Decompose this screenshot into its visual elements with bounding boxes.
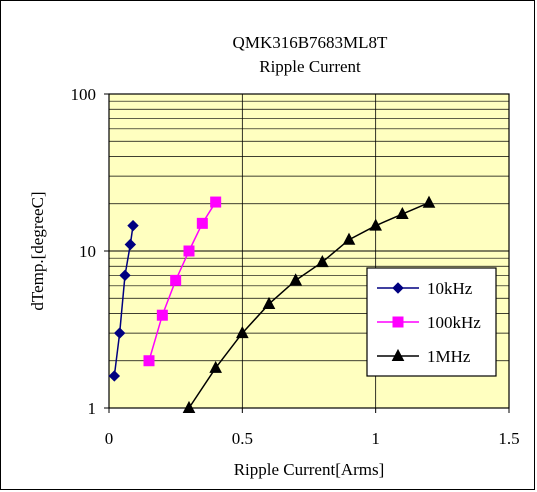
data-point-1mhz [209,360,222,373]
data-point-10khz [127,219,139,232]
legend-label-10khz: 10kHz [427,279,473,298]
legend-marker-100khz [392,316,404,328]
axis-ticks: 0 0.5 1 1.5 1 10 100 [71,85,520,448]
x-tick-label: 1.5 [498,429,519,448]
chart-title: QMK316B7683ML8T [233,33,389,52]
data-point-1mhz [316,255,329,268]
series-100khz [143,196,222,367]
data-point-100khz [210,196,222,208]
series-line-1mhz [188,202,430,409]
legend-marker-10khz [392,282,404,294]
y-tick-label: 1 [88,399,97,418]
y-tick-label: 10 [79,242,96,261]
data-point-1mhz [182,400,196,413]
series-10khz [108,219,139,382]
data-point-10khz [124,238,137,251]
series-1mhz [182,195,436,413]
data-point-100khz [196,217,208,229]
data-point-1mhz [422,195,436,208]
legend-label-1mhz: 1MHz [427,347,471,366]
x-tick-label: 1 [371,429,380,448]
legend-marker-1mhz [391,348,405,361]
data-point-100khz [183,245,195,257]
data-point-1mhz [342,232,356,245]
data-point-1mhz [396,206,409,220]
data-point-1mhz [236,326,249,339]
data-point-100khz [156,309,168,321]
y-axis-label: dTemp.[degreeC] [28,191,47,310]
series-group [108,195,436,413]
x-tick-label: 0.5 [232,429,253,448]
data-point-1mhz [262,296,276,309]
data-point-1mhz [289,273,302,286]
data-point-10khz [119,269,131,282]
chart-subtitle: Ripple Current [259,57,361,76]
data-point-10khz [113,327,126,339]
x-axis-label: Ripple Current[Arms] [234,460,385,479]
legend-label-100khz: 100kHz [427,313,481,332]
data-point-10khz [108,370,121,382]
data-point-100khz [170,274,182,286]
legend: 10kHz 100kHz 1MHz [366,267,497,377]
data-point-1mhz [369,218,382,231]
x-tick-label: 0 [105,429,114,448]
data-point-100khz [143,355,155,367]
y-tick-label: 100 [71,85,97,104]
